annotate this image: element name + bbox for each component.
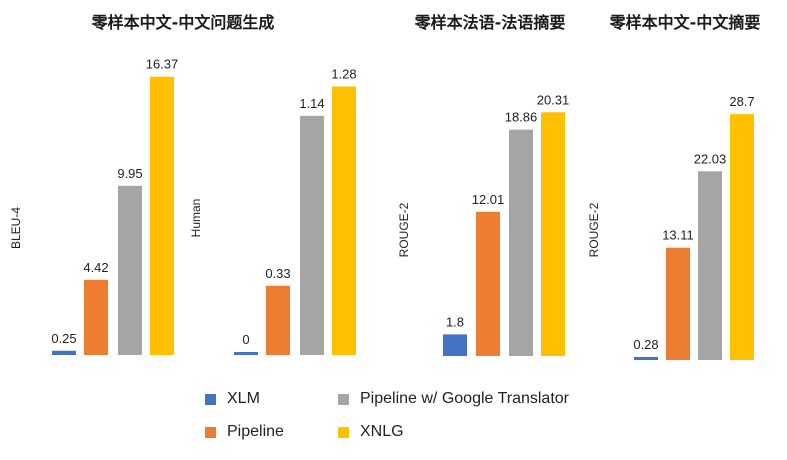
chart-4-value-label-pipeline: 13.11 — [662, 228, 694, 243]
chart-3-bar-pipeline-w-google-translator — [509, 129, 533, 356]
legend-swatch-pipeline — [205, 427, 216, 438]
chart-2-ylabel: Human — [189, 199, 203, 238]
chart-3-value-label-xlm: 1.8 — [446, 314, 464, 329]
chart-4-title: 零样本中文-中文摘要 — [609, 13, 761, 32]
legend-label-pipeline: Pipeline — [227, 423, 284, 440]
chart-4-value-label-xlm: 0.28 — [633, 337, 658, 352]
chart-1-value-label-pipeline: 4.42 — [83, 260, 108, 275]
chart-4-value-label-pipeline-w-google-translator: 22.03 — [694, 151, 727, 166]
chart-1-value-label-pipeline-w-google-translator: 9.95 — [117, 166, 142, 181]
chart-3-value-label-pipeline: 12.01 — [472, 192, 505, 207]
chart-2-value-label-xlm: 0 — [242, 332, 249, 347]
chart-1-bar-xnlg — [150, 76, 174, 356]
chart-2-bar-pipeline-w-google-translator — [300, 115, 324, 355]
chart-2-bar-xlm — [234, 352, 258, 355]
chart-3-ylabel: ROUGE-2 — [397, 202, 411, 257]
chart-2-value-label-pipeline-w-google-translator: 1.14 — [299, 96, 324, 111]
chart-4-bar-pipeline — [666, 247, 690, 360]
legend-label-pipeline-google: Pipeline w/ Google Translator — [360, 390, 569, 407]
legend-label-xnlg: XNLG — [360, 423, 404, 440]
chart-1-ylabel: BLEU-4 — [9, 207, 23, 249]
chart-1-bar-pipeline — [84, 279, 108, 355]
legend-label-xlm: XLM — [227, 390, 260, 407]
chart-1-title: 零样本中文-中文问题生成 — [91, 13, 275, 32]
chart-1-value-label-xnlg: 16.37 — [146, 57, 179, 72]
chart-1-bar-xlm — [52, 350, 76, 355]
chart-3-bar-xlm — [443, 334, 467, 356]
chart-3-value-label-pipeline-w-google-translator: 18.86 — [505, 110, 538, 125]
chart-4-ylabel: ROUGE-2 — [587, 202, 601, 257]
chart-3-value-label-xnlg: 20.31 — [537, 92, 570, 107]
chart-4-bar-xnlg — [730, 114, 754, 361]
chart-legend: XLM Pipeline w/ Google Translator Pipeli… — [205, 388, 635, 452]
chart-2-value-label-xnlg: 1.28 — [331, 66, 356, 81]
chart-4-bar-pipeline-w-google-translator — [698, 171, 722, 360]
legend-swatch-pipeline-google — [338, 394, 349, 405]
chart-1-bar-pipeline-w-google-translator — [118, 185, 142, 355]
chart-1-value-label-xlm: 0.25 — [51, 331, 76, 346]
chart-3-title: 零样本法语-法语摘要 — [414, 13, 566, 32]
chart-4-bar-xlm — [634, 357, 658, 360]
chart-4-value-label-xnlg: 28.7 — [729, 94, 754, 109]
legend-swatch-xnlg — [338, 427, 349, 438]
chart-2-value-label-pipeline: 0.33 — [265, 266, 290, 281]
chart-2-bar-pipeline — [266, 285, 290, 355]
chart-3-bar-xnlg — [541, 112, 565, 356]
legend-swatch-xlm — [205, 394, 216, 405]
chart-2-bar-xnlg — [332, 86, 356, 356]
chart-3-bar-pipeline — [476, 211, 500, 356]
